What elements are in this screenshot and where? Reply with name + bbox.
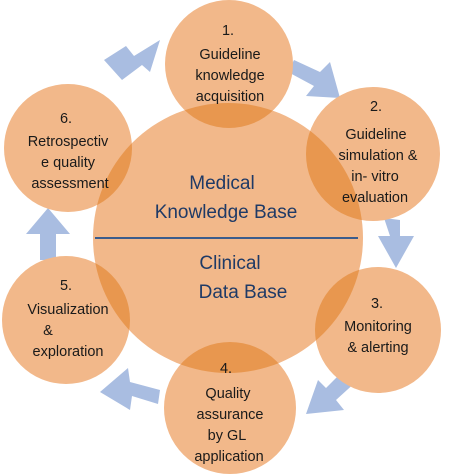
- node-5-line: exploration: [33, 344, 104, 360]
- node-5-label: 5. Visualization & exploration: [27, 278, 108, 360]
- node-4-line: 4.: [220, 361, 232, 377]
- arrow-6-to-1: [104, 40, 160, 80]
- node-2-line: 2.: [370, 99, 382, 115]
- node-4-line: application: [194, 449, 263, 465]
- node-6-circle: [4, 84, 132, 212]
- node-6-line: Retrospectiv: [28, 134, 109, 150]
- center-top-line-1: Medical: [189, 173, 254, 194]
- arrow-2-to-3: [378, 218, 414, 268]
- node-5-line: Visualization: [27, 302, 108, 318]
- node-3-label: 3. Monitoring & alerting: [344, 296, 412, 356]
- node-6-label: 6. Retrospectiv e quality assessment: [28, 111, 109, 192]
- center-bottom-line-2: Data Base: [199, 282, 288, 303]
- node-1-line: 1.: [222, 23, 234, 39]
- node-2-line: Guideline: [345, 127, 406, 143]
- node-2-line: simulation &: [339, 148, 418, 164]
- node-1-line: Guideline: [199, 47, 260, 63]
- node-6-line: e quality: [41, 155, 96, 171]
- center-top-line-2: Knowledge Base: [155, 202, 298, 223]
- node-1-line: knowledge: [195, 68, 264, 84]
- node-6-line: assessment: [31, 176, 108, 192]
- node-5-circle: [2, 256, 130, 384]
- node-2-line: evaluation: [342, 190, 408, 206]
- node-3-line: 3.: [371, 296, 383, 312]
- center-bottom-line-1: Clinical: [199, 253, 260, 274]
- arrow-1-to-2: [288, 60, 340, 98]
- node-5-line: 5.: [60, 278, 72, 294]
- node-2-line: in- vitro: [351, 169, 399, 185]
- node-1-circle: [165, 0, 293, 128]
- node-3-line: Monitoring: [344, 319, 412, 335]
- node-6-line: 6.: [60, 111, 72, 127]
- node-4-circle: [164, 342, 296, 474]
- node-1-label: 1. Guideline knowledge acquisition: [195, 23, 264, 105]
- node-4-line: Quality: [205, 386, 251, 402]
- node-4-line: by GL: [208, 428, 247, 444]
- node-1-line: acquisition: [196, 89, 265, 105]
- node-2-label: 2. Guideline simulation & in- vitro eval…: [339, 99, 418, 206]
- arrow-5-to-6: [26, 208, 70, 260]
- node-3-line: & alerting: [347, 340, 408, 356]
- node-5-line: &: [43, 323, 53, 339]
- arrow-4-to-5: [100, 368, 160, 410]
- node-4-line: assurance: [197, 407, 264, 423]
- node-4-label: 4. Quality assurance by GL application: [194, 361, 263, 465]
